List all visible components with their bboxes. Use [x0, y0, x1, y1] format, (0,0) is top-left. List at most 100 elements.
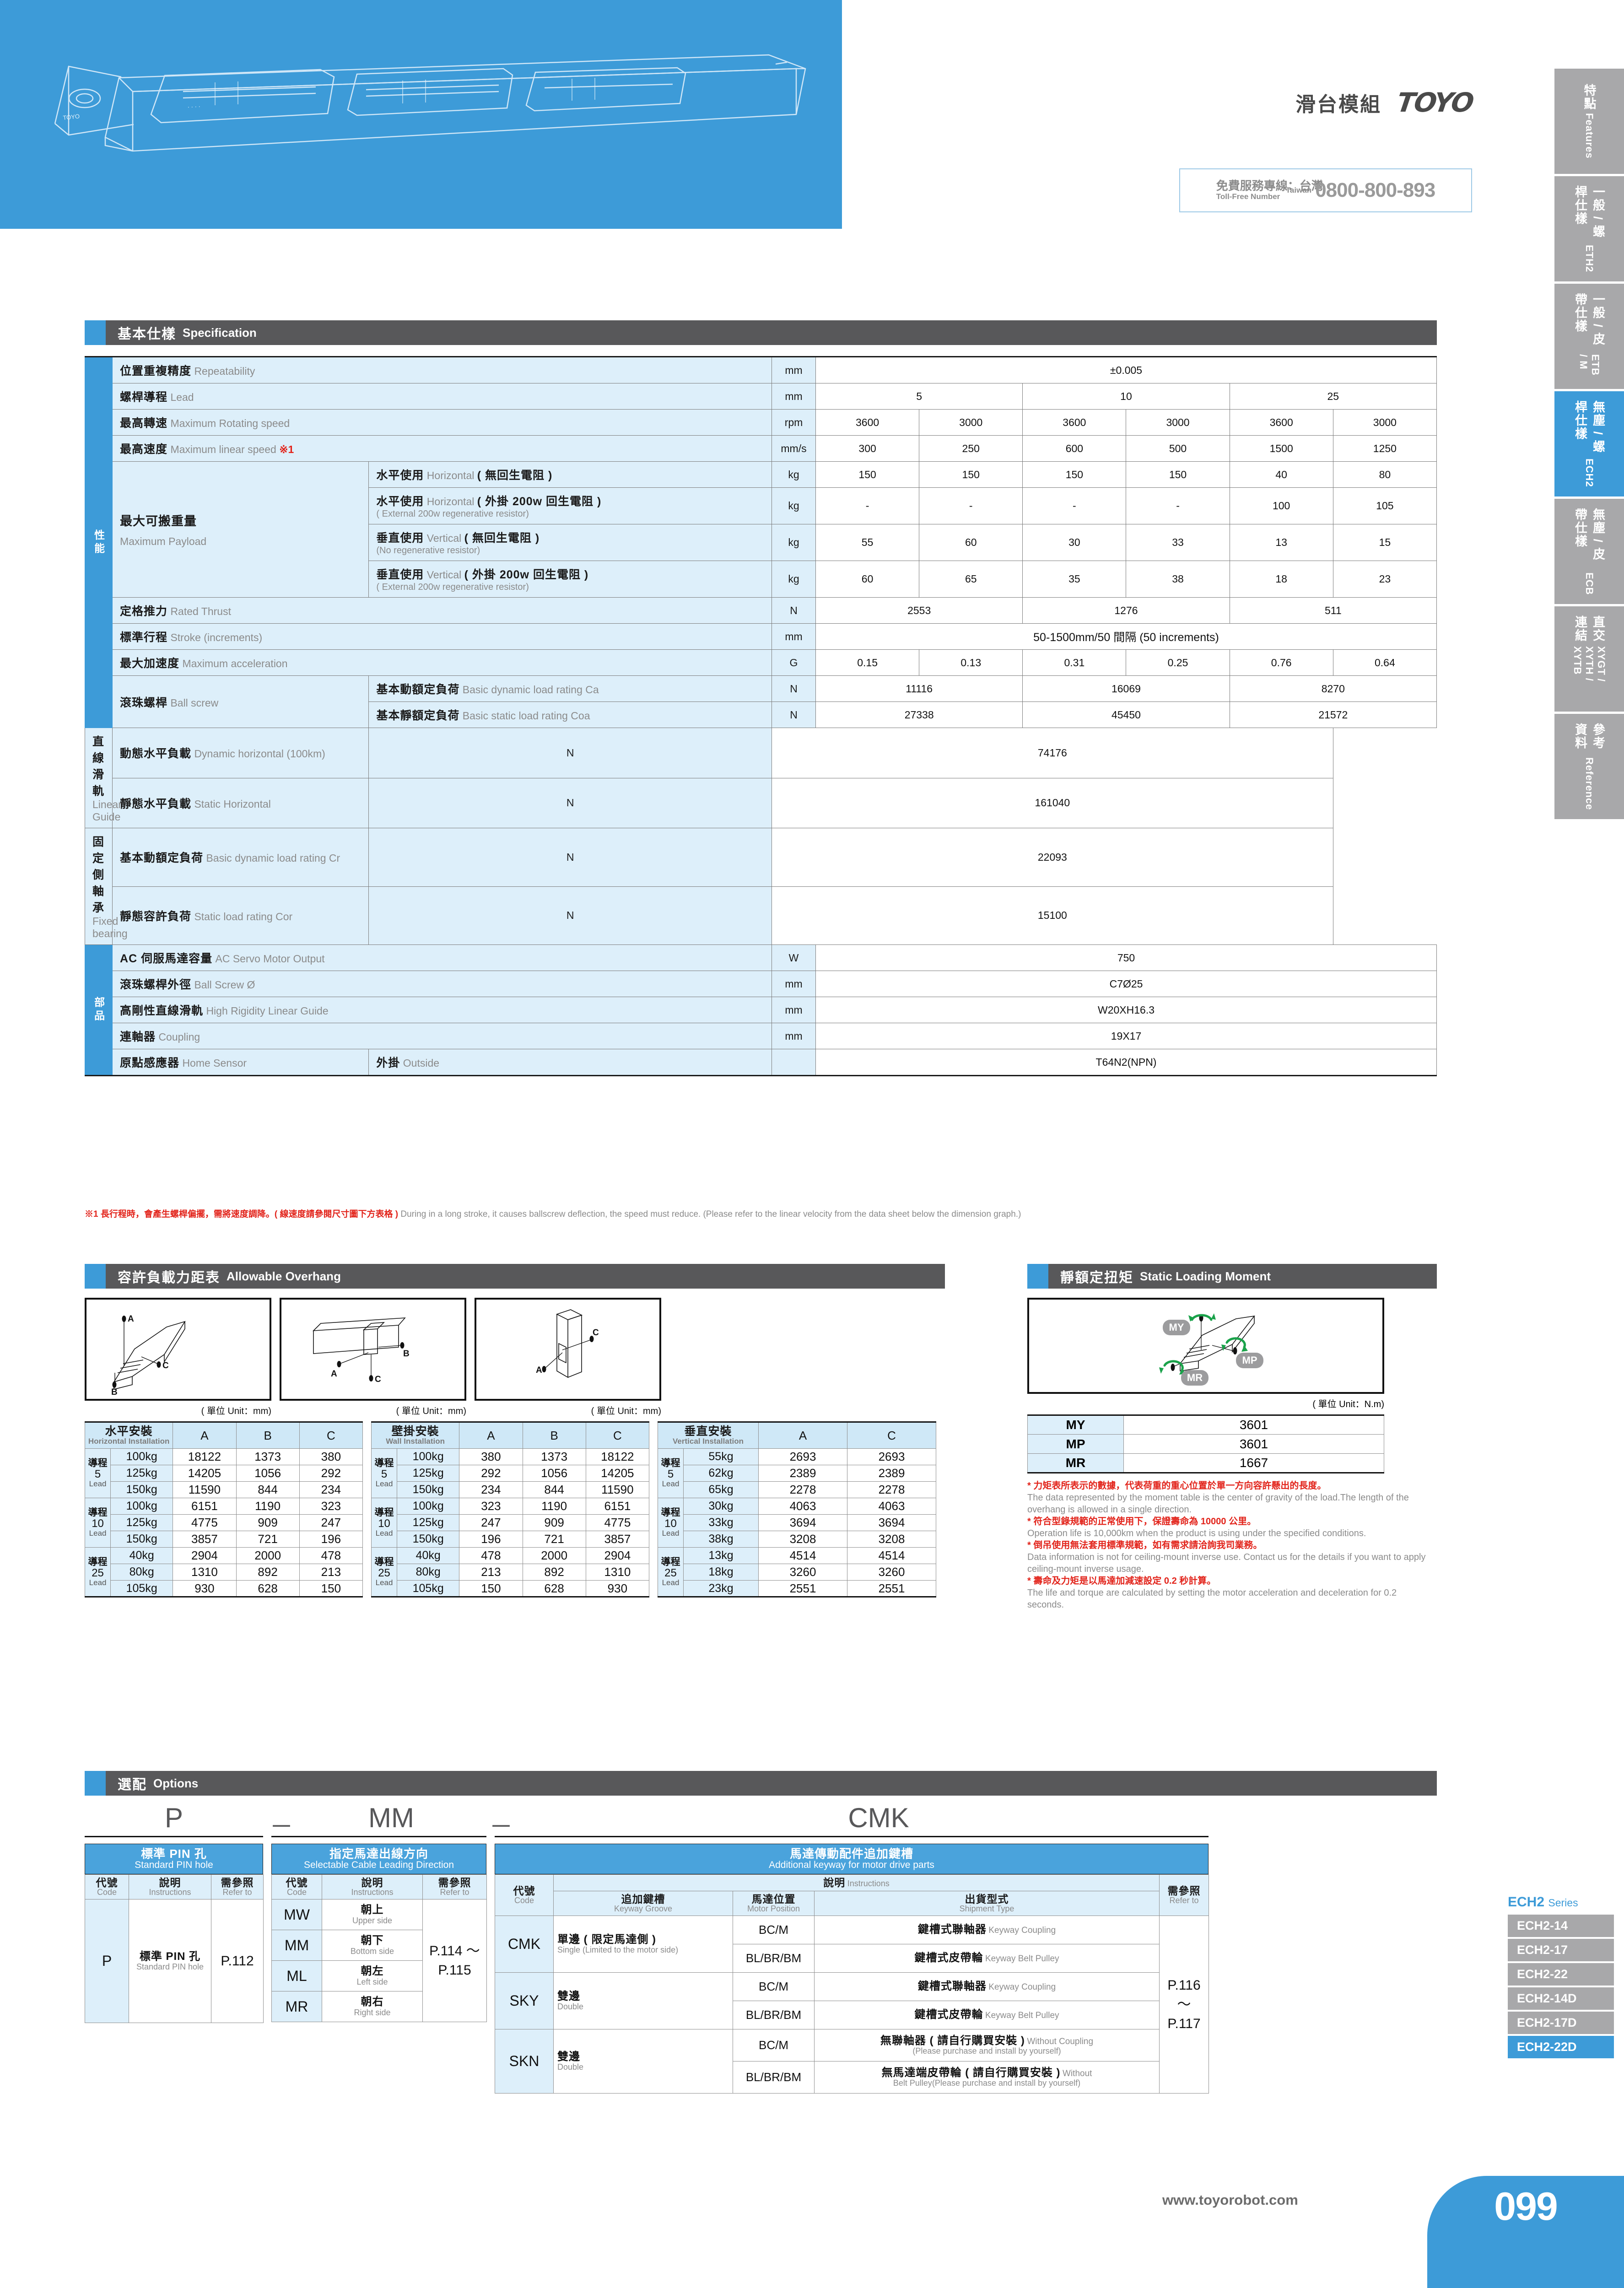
unit-cell: mm: [771, 383, 816, 410]
cable-table: 代號 Code 說明 Instructions 需參照 Refer to: [271, 1874, 487, 2023]
row-label-en: Fixed bearing: [92, 915, 128, 939]
value-cell: 380: [299, 1448, 363, 1466]
motor-position: BL/BR/BM: [733, 2061, 815, 2094]
table-row: P 標準 PIN 孔 Standard PIN hole P.112: [85, 1899, 264, 2024]
table-row: MP 3601: [1027, 1434, 1384, 1454]
value-cell: 150: [919, 461, 1023, 488]
value-cell: 2000: [522, 1547, 586, 1565]
sidebar-label-zh: 無塵 / 螺桿仕樣: [1573, 400, 1605, 453]
section-title-en: Options: [153, 1776, 199, 1790]
row-label-zh: 直線滑軌: [92, 735, 105, 798]
table-row: 代號 Code 說明 Instructions 需參照 Refer to: [495, 1874, 1209, 1916]
table-row: 最高速度 Maximum linear speed ※1 mm/s 300 25…: [85, 435, 1437, 462]
table-row: 垂直使用 Vertical ( 無回生電阻 ) (No regenerative…: [85, 524, 1437, 561]
value-cell: 234: [459, 1481, 523, 1499]
unit-cell: mm: [771, 356, 816, 383]
sidebar-item-ech2[interactable]: 無塵 / 螺桿仕樣 ECH2: [1554, 391, 1624, 496]
column-header-shipment: 出貨型式 Shipment Type: [814, 1891, 1160, 1916]
overhang-table-title: 水平安裝 Horizontal Installation: [84, 1421, 173, 1449]
table-row: 150kg 196 721 3857: [372, 1531, 650, 1548]
sidebar-label-zh: 一般 / 皮帶仕樣: [1573, 293, 1605, 346]
row-label-zh: 基本動額定負荷: [120, 852, 204, 865]
value-cell: 45450: [1022, 702, 1230, 728]
unit-cell: G: [771, 649, 816, 676]
overhang-tables: 水平安裝 Horizontal Installation A B C 導程 5 …: [84, 1421, 945, 1598]
row-label-zh: 靜態容許負荷: [120, 910, 192, 923]
value-cell: 2904: [173, 1547, 237, 1565]
payload-cell: 100kg: [110, 1498, 173, 1515]
table-row: 105kg 150 628 930: [372, 1580, 650, 1597]
value-cell: 3600: [815, 409, 920, 436]
row-label-sub: (No regenerative resistor): [376, 545, 480, 556]
value-cell: 2551: [758, 1580, 848, 1597]
payload-cell: 80kg: [397, 1564, 460, 1581]
series-item-ech2-22d[interactable]: ECH2-22D: [1508, 2036, 1614, 2058]
table-row: CMK 單邊 ( 限定馬達側 ) Single (Limited to the …: [495, 1916, 1209, 2094]
value-cell: 844: [236, 1481, 300, 1499]
unit-cell: mm: [771, 623, 816, 650]
series-item-ech2-17[interactable]: ECH2-17: [1508, 1939, 1614, 1961]
sidebar-item-xy[interactable]: 直交連結 XYGT / XYTH / XYTB: [1554, 606, 1624, 712]
groove-zh: 雙邊: [557, 1990, 580, 2002]
payload-cell: 105kg: [110, 1580, 173, 1597]
row-label-en: Maximum linear speed: [170, 443, 276, 455]
col-en: Instructions: [847, 1879, 890, 1889]
value-cell: 3857: [585, 1531, 650, 1548]
value-cell: 6151: [173, 1498, 237, 1515]
series-item-ech2-22[interactable]: ECH2-22: [1508, 1963, 1614, 1986]
vertical-overhang-illustration: C A: [536, 1309, 599, 1378]
option-code-example: P － MM － CMK: [85, 1802, 1437, 1840]
option-refer: P.112: [211, 1899, 264, 2024]
value-cell: 213: [299, 1564, 363, 1581]
table-row: 125kg 14205 1056 292: [85, 1465, 363, 1482]
svg-text:A: A: [128, 1314, 134, 1324]
value-cell: 3600: [1022, 409, 1127, 436]
column-header-a: A: [459, 1421, 523, 1449]
unit-cell: kg: [771, 524, 816, 561]
sidebar-item-ecb[interactable]: 無塵 / 皮帶仕樣 ECB: [1554, 499, 1624, 604]
series-item-ech2-17d[interactable]: ECH2-17D: [1508, 2012, 1614, 2034]
value-cell: 30: [1022, 524, 1127, 561]
value-cell: 292: [299, 1465, 363, 1482]
groove-en: Single (Limited to the motor side): [557, 1945, 679, 1954]
ship-zh: 鍵槽式皮帶輪: [914, 2008, 983, 2021]
title-en: Vertical Installation: [673, 1437, 744, 1446]
row-label-home-sensor: 原點感應器 Home Sensor: [112, 1049, 369, 1076]
value-cell: 500: [1126, 435, 1230, 462]
wall-overhang-illustration: A B C: [312, 1317, 410, 1384]
sidebar-item-etb-m[interactable]: 一般 / 皮帶仕樣 ETB / M: [1554, 284, 1624, 389]
table-row: 部品 AC 伺服馬達容量 AC Servo Motor Output W 750: [84, 944, 1437, 1076]
col-zh: 代號: [513, 1885, 535, 1897]
table-row: 導程 10 Lead 30kg 4063 4063: [658, 1498, 937, 1548]
sidebar-item-features[interactable]: 特點 Features: [1554, 69, 1624, 174]
table-row: 垂直安裝 Vertical Installation A C: [657, 1421, 937, 1449]
value-cell: 13: [1229, 524, 1333, 561]
unit-cell: N: [368, 777, 772, 828]
section-title-en: Allowable Overhang: [227, 1269, 341, 1283]
sidebar-item-reference[interactable]: 參考資料 Reference: [1554, 714, 1624, 819]
moment-key: MY: [1027, 1415, 1124, 1435]
lead-number: 5: [667, 1468, 674, 1481]
lead-zh: 導程: [88, 1507, 108, 1518]
table-row: 23kg 2551 2551: [658, 1580, 937, 1597]
website-url[interactable]: www.toyorobot.com: [1162, 2192, 1298, 2208]
value-cell: 6151: [585, 1498, 650, 1515]
table-row: 最大可搬重量 Maximum Payload 水平使用 Horizontal (…: [85, 461, 1437, 598]
row-label-dynamic-horizontal: 動態水平負載 Dynamic horizontal (100km): [112, 728, 369, 778]
series-item-ech2-14[interactable]: ECH2-14: [1508, 1915, 1614, 1937]
unit-cell: kg: [771, 461, 816, 488]
series-item-ech2-14d[interactable]: ECH2-14D: [1508, 1987, 1614, 2010]
value-cell: 721: [522, 1531, 586, 1548]
row-label-en: Ball Screw Ø: [194, 979, 255, 991]
row-label-stroke: 標準行程 Stroke (increments): [112, 623, 772, 650]
col-zh: 需參照: [438, 1877, 471, 1889]
note-en: Data information is not for ceiling-moun…: [1027, 1552, 1426, 1574]
table-row: 38kg 3208 3208: [658, 1531, 937, 1548]
note-zh: * 符合型錄規範的正常使用下，保證壽命為 10000 公里。: [1027, 1516, 1257, 1527]
row-label-zh: 外掛: [376, 1057, 400, 1069]
option-description: 標準 PIN 孔 Standard PIN hole: [129, 1899, 211, 2024]
tollfree-label-zh: 免費服務專線：台灣: [1216, 178, 1323, 193]
series-title-sub: Series: [1548, 1897, 1578, 1909]
table-row: 80kg 1310 892 213: [85, 1564, 363, 1581]
sidebar-item-eth2[interactable]: 一般 / 螺桿仕樣 ETH2: [1554, 176, 1624, 281]
